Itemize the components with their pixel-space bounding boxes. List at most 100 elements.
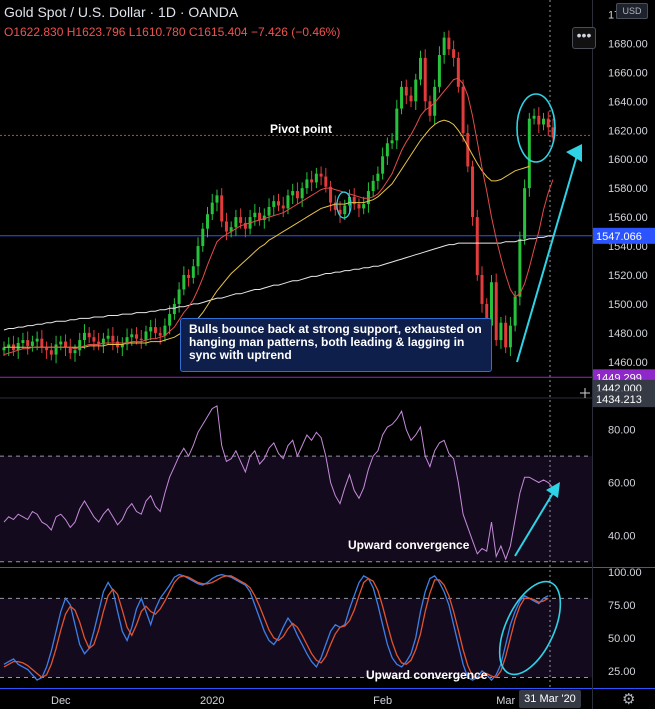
candle-body (319, 173, 323, 177)
stochastic-pane (3, 573, 549, 682)
stoch-k-line (3, 573, 549, 682)
candle-body (466, 133, 470, 167)
candle-body (153, 327, 157, 333)
candle-body (243, 222, 247, 229)
candle-body (390, 140, 394, 144)
high-value: H1623.796 (66, 25, 126, 39)
price-tick-label: 1520.00 (608, 270, 648, 282)
candle-body (253, 212, 257, 218)
rsi-pane (3, 405, 554, 561)
candle-body (371, 180, 375, 192)
candle-body (97, 341, 101, 345)
candle-body (310, 179, 314, 183)
candle-body (267, 206, 271, 216)
candle-body (239, 217, 243, 223)
rsi-trend-arrow-head (546, 482, 560, 498)
candle-body (68, 347, 72, 354)
price-axis-badge-label: 1547.066 (596, 231, 642, 243)
candle-body (220, 195, 224, 222)
time-axis-label: Dec (51, 695, 71, 707)
candle-body (291, 191, 295, 196)
price-tick-label: 75.00 (608, 600, 636, 612)
price-tick-label: 1680.00 (608, 38, 648, 50)
candle-body (73, 350, 77, 354)
candle-body (376, 173, 380, 181)
more-options-button[interactable]: ••• (572, 27, 596, 49)
stoch-convergence-label: Upward convergence (366, 668, 488, 682)
close-value: C1615.404 (188, 25, 248, 39)
candle-body (101, 338, 105, 345)
candle-body (442, 37, 446, 55)
trend-arrow-head (566, 144, 582, 162)
candle-body (400, 86, 404, 109)
price-axis-badge (593, 391, 655, 408)
candle-body (281, 205, 285, 209)
candle-body (357, 204, 361, 209)
candle-body (423, 57, 427, 102)
candle-body (78, 340, 82, 351)
candle-body (144, 331, 148, 341)
hanging-man-circle (516, 93, 556, 163)
candle-body (456, 57, 460, 87)
candle-body (30, 341, 34, 346)
candle-body (329, 186, 333, 203)
candle-body (437, 54, 441, 87)
candle-body (201, 228, 205, 247)
pivot-point-label: Pivot point (270, 122, 332, 136)
candle-body (210, 202, 214, 215)
candle-body (324, 176, 328, 187)
candle-body (215, 195, 219, 203)
candle-body (187, 274, 191, 278)
price-tick-label: 1480.00 (608, 328, 648, 340)
candle-body (508, 325, 512, 348)
candle-body (452, 49, 456, 58)
rsi-line (3, 405, 554, 561)
candle-body (120, 344, 124, 348)
stoch-circle (498, 580, 562, 676)
candle-body (64, 341, 68, 348)
candle-body (527, 118, 531, 189)
gear-icon[interactable]: ⚙ (622, 691, 636, 708)
candle-body (182, 274, 186, 290)
small-circle (336, 191, 352, 219)
low-value: L1610.780 (128, 25, 186, 39)
trend-arrow (516, 151, 579, 363)
chart-title: Gold Spot / U.S. Dollar · 1D · OANDA (4, 4, 239, 20)
rsi-trend-arrow (514, 487, 557, 557)
rsi-convergence-label: Upward convergence (348, 538, 470, 552)
candle-body (54, 344, 58, 355)
candle-body (196, 246, 200, 267)
time-axis-label: Mar (496, 695, 515, 707)
candle-body (489, 282, 493, 326)
currency-badge[interactable]: USD (616, 3, 648, 19)
candle-body (158, 332, 162, 336)
price-pane (0, 30, 592, 378)
candle-body (130, 334, 134, 338)
candle-body (433, 86, 437, 116)
candle-body (177, 289, 181, 304)
candle-body (518, 238, 522, 297)
candle-body (428, 101, 432, 116)
price-axis-badge-label: 1434.213 (596, 394, 642, 406)
candle-body (366, 191, 370, 205)
current-date-badge: 31 Mar '20 (519, 690, 581, 708)
candle-body (277, 201, 280, 206)
price-tick-label: 100.00 (608, 567, 642, 579)
price-tick-label: 60.00 (608, 478, 636, 490)
candle-body (172, 303, 176, 315)
candle-body (45, 347, 49, 351)
candle-body (542, 118, 546, 125)
candle-body (26, 340, 30, 346)
candle-body (471, 166, 475, 218)
candle-body (2, 347, 6, 351)
candle-body (504, 322, 508, 348)
candle-body (149, 327, 153, 332)
candle-body (92, 337, 96, 342)
candle-body (395, 108, 399, 141)
candle-body (381, 156, 385, 174)
price-tick-label: 1600.00 (608, 154, 648, 166)
price-tick-label: 1560.00 (608, 212, 648, 224)
ohlc-readout: O1622.830 H1623.796 L1610.780 C1615.404 … (4, 25, 340, 39)
candle-body (362, 204, 366, 209)
